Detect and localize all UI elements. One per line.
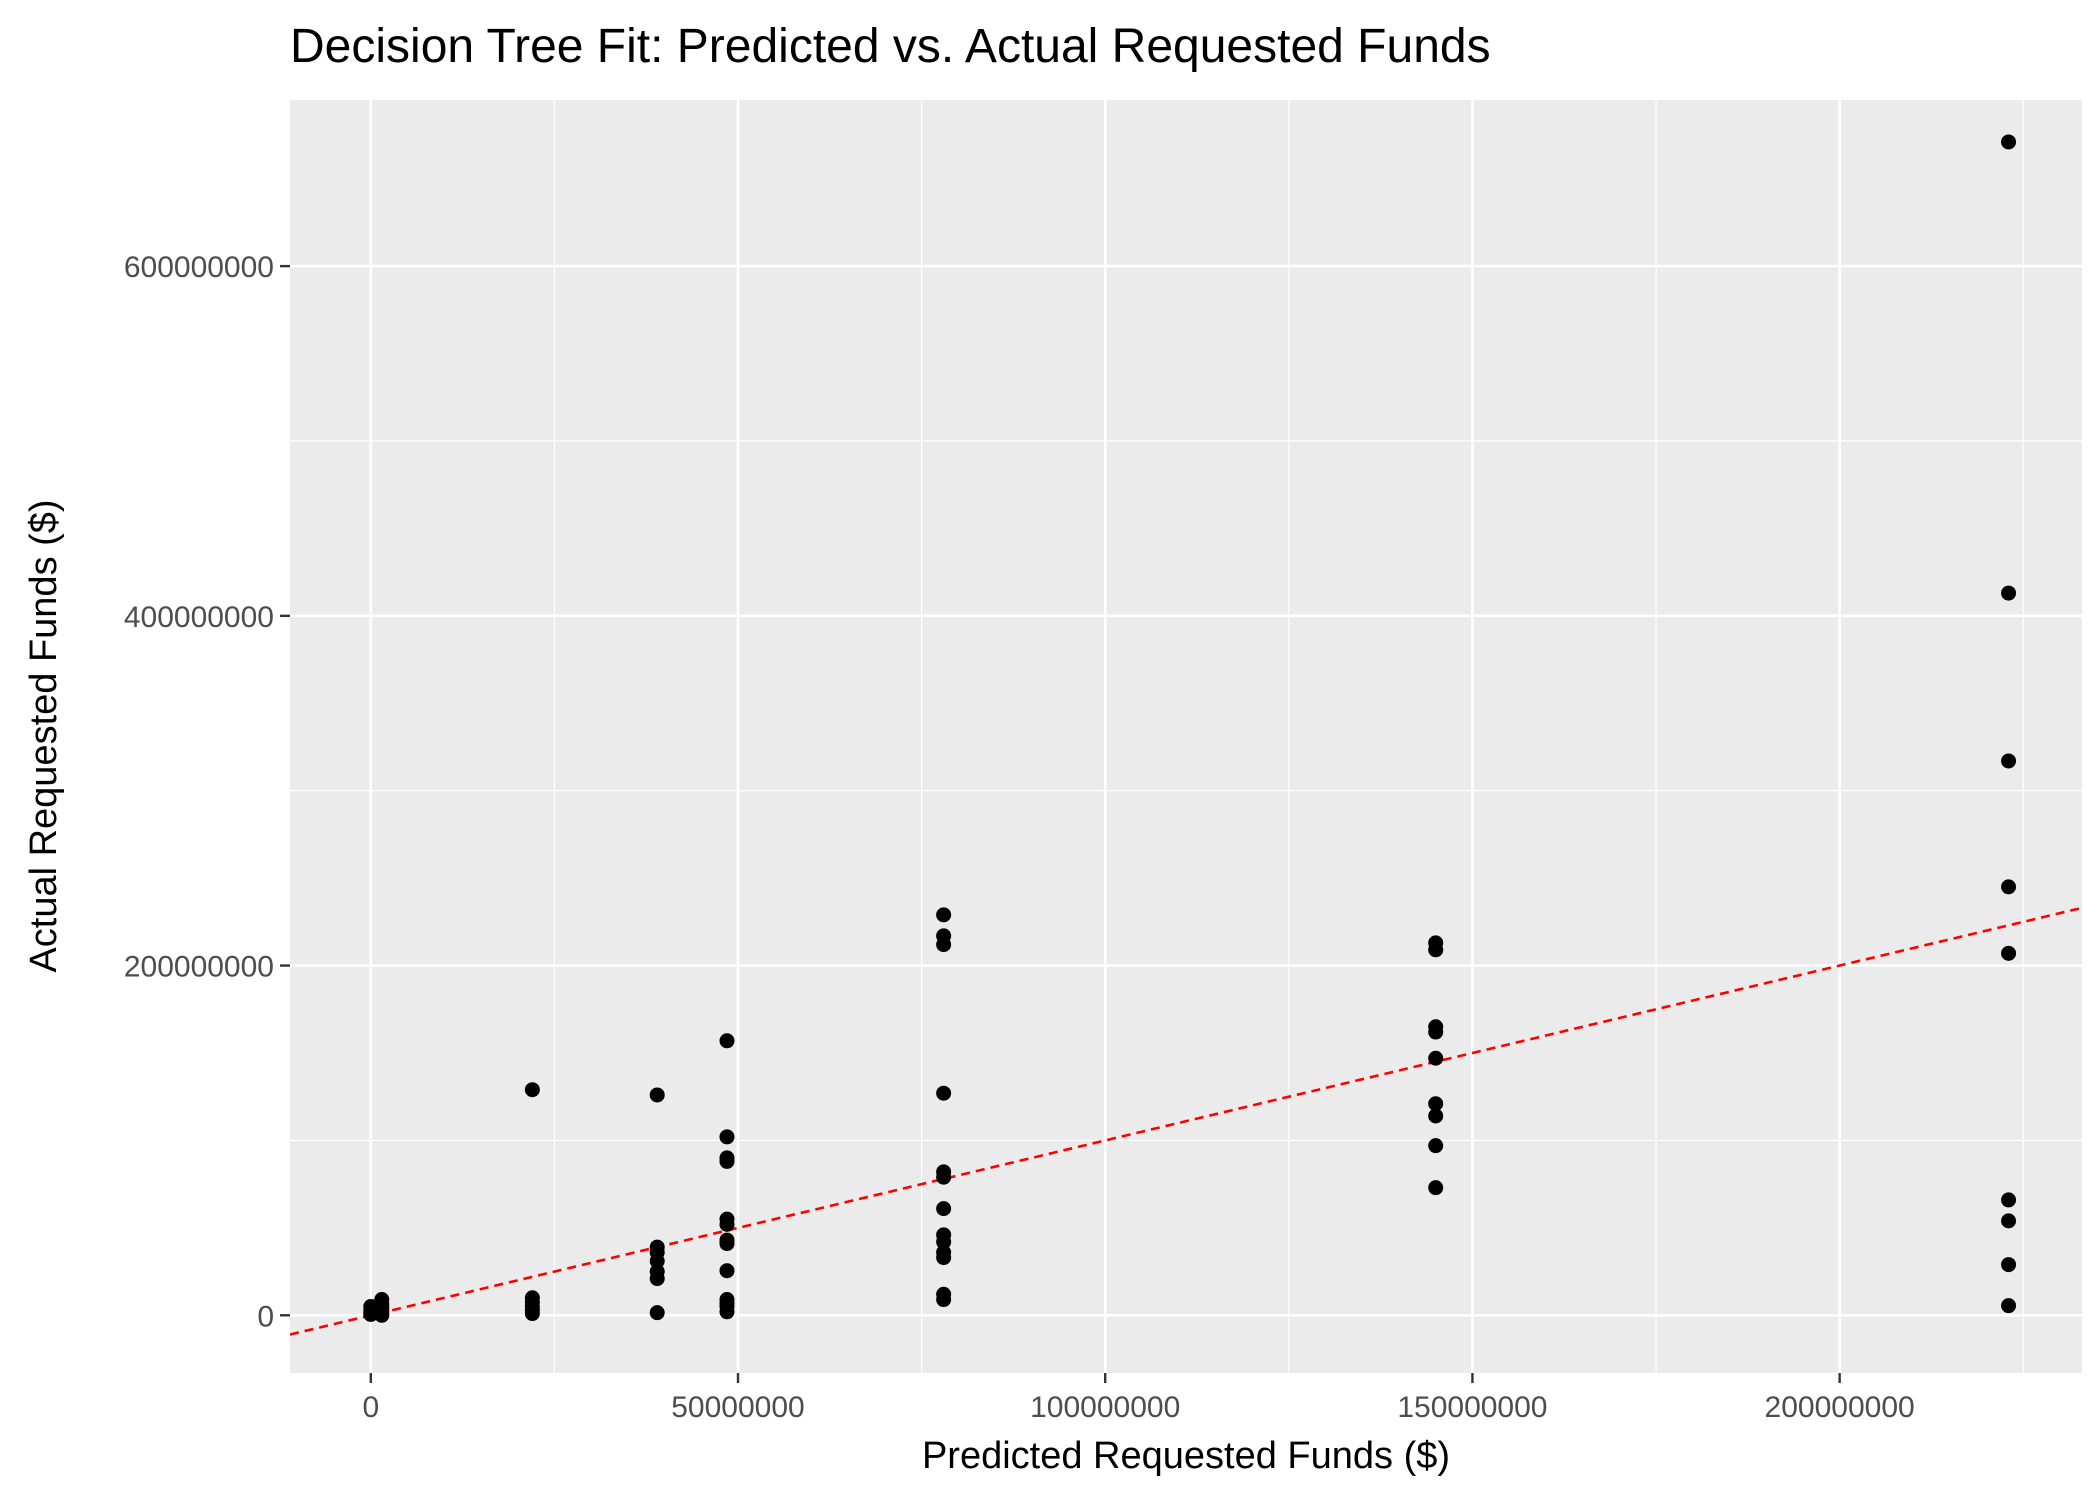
data-point <box>1428 1050 1444 1066</box>
data-point <box>2001 1192 2017 1208</box>
data-point <box>649 1305 665 1321</box>
data-point <box>936 1227 952 1243</box>
data-point <box>719 1211 735 1227</box>
data-point <box>649 1239 665 1255</box>
data-point <box>2001 1213 2017 1229</box>
y-tick-label: 400000000 <box>124 601 274 634</box>
data-point <box>936 1085 952 1101</box>
data-point <box>2001 585 2017 601</box>
data-point <box>374 1292 390 1308</box>
x-tick-label: 100000000 <box>1030 1391 1180 1424</box>
y-tick-label: 200000000 <box>124 951 274 984</box>
x-tick-label: 0 <box>362 1391 379 1424</box>
data-point <box>936 1244 952 1260</box>
x-tick-label: 200000000 <box>1765 1391 1915 1424</box>
data-point <box>2001 1257 2017 1273</box>
data-point <box>2001 879 2017 895</box>
data-point <box>1428 935 1444 951</box>
data-point <box>719 1033 735 1049</box>
data-point <box>936 1164 952 1180</box>
data-point <box>1428 1096 1444 1112</box>
reference-line-group <box>290 906 2082 1336</box>
data-point <box>719 1232 735 1248</box>
data-point <box>524 1082 540 1098</box>
data-point <box>649 1264 665 1280</box>
data-point <box>2001 753 2017 769</box>
data-point <box>936 907 952 923</box>
chart-title: Decision Tree Fit: Predicted vs. Actual … <box>290 20 1491 73</box>
data-point <box>1428 1180 1444 1196</box>
reference-line <box>290 906 2082 1336</box>
data-point <box>719 1129 735 1145</box>
data-point <box>719 1292 735 1308</box>
data-point <box>649 1087 665 1103</box>
data-point <box>2001 134 2017 150</box>
y-tick-label: 600000000 <box>124 251 274 284</box>
data-point <box>524 1290 540 1306</box>
data-point <box>1428 1108 1444 1124</box>
x-tick-label: 150000000 <box>1397 1391 1547 1424</box>
plot-panel <box>290 100 2082 1373</box>
data-point <box>2001 945 2017 961</box>
data-point <box>1428 1019 1444 1035</box>
y-tick-label: 0 <box>257 1300 274 1333</box>
y-axis-title: Actual Requested Funds ($) <box>23 499 65 972</box>
x-axis-ticks: 0 50000000 100000000 150000000 200000000 <box>362 1373 1915 1424</box>
data-point <box>2001 1298 2017 1314</box>
data-point <box>719 1150 735 1166</box>
data-point <box>936 928 952 944</box>
grid-lines <box>290 100 2082 1373</box>
y-axis-ticks: 0 200000000 400000000 600000000 <box>124 251 290 1333</box>
data-points <box>363 134 2017 1323</box>
data-point <box>936 1201 952 1217</box>
x-axis-title: Predicted Requested Funds ($) <box>922 1435 1450 1477</box>
data-point <box>719 1263 735 1279</box>
data-point <box>936 1286 952 1302</box>
x-tick-label: 50000000 <box>671 1391 804 1424</box>
data-point <box>1428 1138 1444 1154</box>
